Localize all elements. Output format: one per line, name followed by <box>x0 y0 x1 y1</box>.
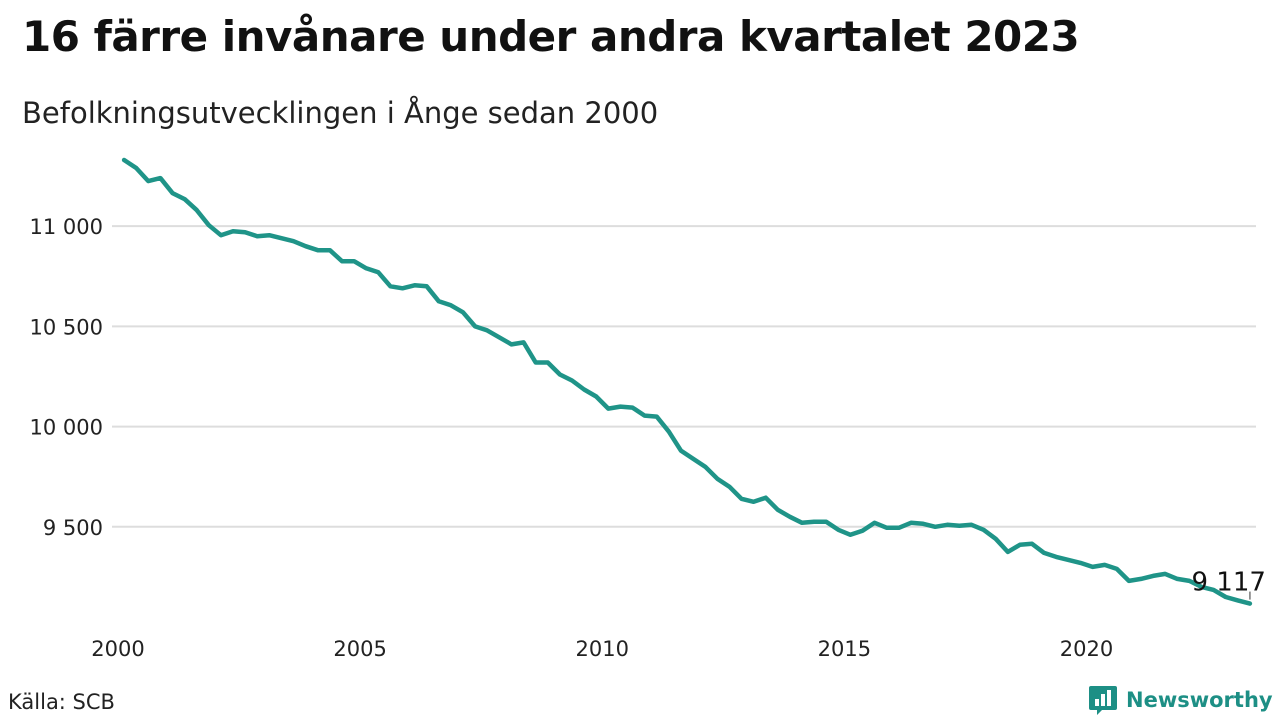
y-tick-label: 10 000 <box>30 416 103 440</box>
x-tick-label: 2000 <box>91 637 144 661</box>
source-note: Källa: SCB <box>8 690 115 714</box>
chart-subtitle: Befolkningsutvecklingen i Ånge sedan 200… <box>22 96 659 130</box>
end-value-label: 9 117 <box>1192 568 1266 598</box>
y-tick-label: 9 500 <box>43 516 103 540</box>
population-line <box>121 157 1253 606</box>
brand-logo: Newsworthy <box>1088 684 1273 716</box>
x-tick-label: 2010 <box>576 637 629 661</box>
y-tick-label: 10 500 <box>30 315 103 339</box>
y-tick-label: 11 000 <box>30 215 103 239</box>
x-tick-label: 2015 <box>818 637 871 661</box>
x-tick-label: 2020 <box>1060 637 1113 661</box>
chart-title: 16 färre invånare under andra kvartalet … <box>22 12 1080 61</box>
brand-name: Newsworthy <box>1126 688 1273 712</box>
line-chart: 9 500 10 000 10 500 11 000 2000 2005 2010 2015 2… <box>30 157 1266 661</box>
x-tick-label: 2005 <box>333 637 386 661</box>
newsworthy-logo-icon <box>1089 686 1117 715</box>
